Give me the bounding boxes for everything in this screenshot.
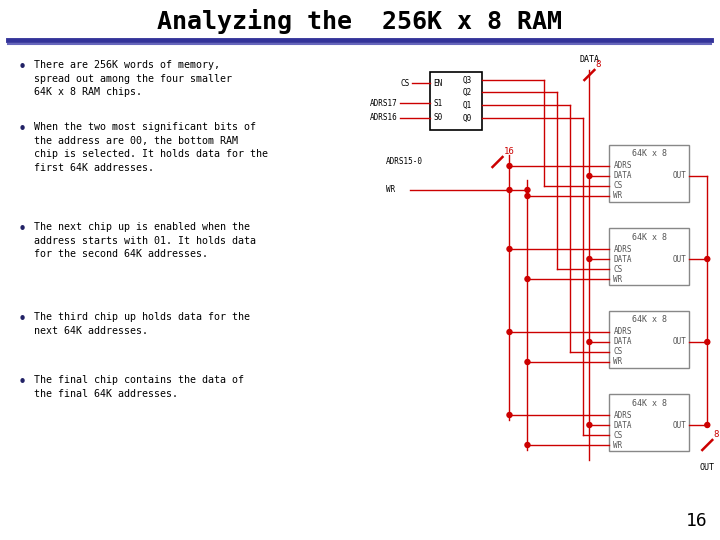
Text: CS: CS (613, 265, 623, 273)
Text: DATA: DATA (580, 55, 600, 64)
Text: DATA: DATA (613, 254, 632, 264)
Text: •: • (18, 312, 27, 327)
Circle shape (705, 422, 710, 428)
Circle shape (507, 164, 512, 168)
Text: CS: CS (613, 348, 623, 356)
Circle shape (705, 340, 710, 345)
Text: WR: WR (386, 186, 395, 194)
Text: 8: 8 (595, 60, 600, 69)
Text: Q0: Q0 (462, 113, 472, 123)
Text: The next chip up is enabled when the
address starts with 01. It holds data
for t: The next chip up is enabled when the add… (34, 222, 256, 259)
Circle shape (705, 256, 710, 261)
Text: There are 256K words of memory,
spread out among the four smaller
64K x 8 RAM ch: There are 256K words of memory, spread o… (34, 60, 232, 97)
Text: Q2: Q2 (462, 87, 472, 97)
Text: WR: WR (613, 441, 623, 449)
Text: DATA: DATA (613, 172, 632, 180)
Text: The third chip up holds data for the
next 64K addresses.: The third chip up holds data for the nex… (34, 312, 250, 335)
Text: Q1: Q1 (462, 100, 472, 110)
Text: OUT: OUT (672, 421, 686, 429)
Circle shape (587, 256, 592, 261)
Circle shape (525, 442, 530, 448)
Circle shape (525, 193, 530, 199)
Text: ADRS: ADRS (613, 327, 632, 336)
Circle shape (507, 329, 512, 334)
Text: ADRS16: ADRS16 (370, 113, 397, 123)
Text: •: • (18, 222, 27, 237)
Bar (609, 311, 689, 368)
Circle shape (525, 360, 530, 365)
Text: 64K x 8: 64K x 8 (632, 233, 667, 241)
Text: Analyzing the  256K x 8 RAM: Analyzing the 256K x 8 RAM (157, 10, 562, 35)
Text: When the two most significant bits of
the address are 00, the bottom RAM
chip is: When the two most significant bits of th… (34, 122, 268, 173)
Bar (430, 72, 482, 130)
Text: S1: S1 (433, 98, 443, 107)
Circle shape (587, 422, 592, 428)
Circle shape (525, 187, 530, 192)
Text: 16: 16 (503, 147, 514, 156)
Text: •: • (18, 122, 27, 137)
Text: •: • (18, 60, 27, 75)
Text: OUT: OUT (672, 254, 686, 264)
Text: •: • (18, 375, 27, 390)
Text: 8: 8 (714, 430, 719, 439)
Text: ADRS: ADRS (613, 410, 632, 420)
Bar (609, 145, 689, 202)
Text: Q3: Q3 (462, 76, 472, 84)
Text: ADRS17: ADRS17 (370, 98, 397, 107)
Text: 64K x 8: 64K x 8 (632, 399, 667, 408)
Text: ADRS15-0: ADRS15-0 (386, 158, 423, 166)
Circle shape (507, 413, 512, 417)
Text: CS: CS (400, 78, 410, 87)
Text: EN: EN (433, 78, 443, 87)
Bar (609, 394, 689, 451)
Text: 16: 16 (685, 512, 707, 530)
Text: 64K x 8: 64K x 8 (632, 315, 667, 325)
Text: WR: WR (613, 192, 623, 200)
Bar (609, 228, 689, 285)
Text: The final chip contains the data of
the final 64K addresses.: The final chip contains the data of the … (34, 375, 244, 399)
Text: DATA: DATA (613, 338, 632, 347)
Text: OUT: OUT (672, 172, 686, 180)
Text: ADRS: ADRS (613, 245, 632, 253)
Circle shape (587, 340, 592, 345)
Text: S0: S0 (433, 113, 443, 123)
Text: WR: WR (613, 274, 623, 284)
Text: OUT: OUT (672, 338, 686, 347)
Text: WR: WR (613, 357, 623, 367)
Text: DATA: DATA (613, 421, 632, 429)
Text: CS: CS (613, 430, 623, 440)
Circle shape (507, 187, 512, 192)
Text: CS: CS (613, 181, 623, 191)
Text: ADRS: ADRS (613, 161, 632, 171)
Circle shape (587, 173, 592, 179)
Text: 64K x 8: 64K x 8 (632, 150, 667, 159)
Text: OUT: OUT (700, 463, 715, 472)
Circle shape (525, 276, 530, 281)
Circle shape (507, 246, 512, 252)
